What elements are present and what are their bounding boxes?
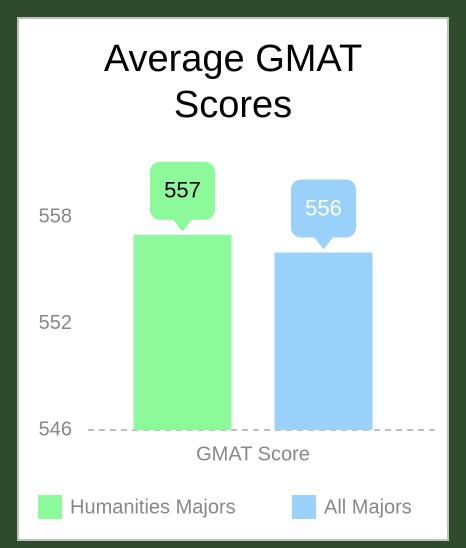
y-tick-label: 552 (39, 312, 72, 334)
data-label: 557 (164, 178, 201, 203)
panel (17, 17, 449, 541)
x-tick-label: GMAT Score (196, 443, 310, 465)
legend-swatch (38, 495, 62, 519)
legend-swatch (292, 495, 316, 519)
bar (133, 234, 232, 430)
y-tick-label: 546 (39, 418, 72, 440)
data-label-pointer (172, 218, 193, 232)
data-label-pointer (313, 236, 334, 250)
data-label-box (150, 161, 215, 220)
legend-label: All Majors (324, 496, 412, 518)
bar (274, 252, 373, 430)
data-label-box (291, 179, 356, 238)
data-label: 556 (305, 195, 342, 220)
chart-title: Average GMAT Scores (103, 38, 363, 126)
y-tick-label: 558 (39, 205, 72, 227)
legend-label: Humanities Majors (70, 496, 236, 518)
